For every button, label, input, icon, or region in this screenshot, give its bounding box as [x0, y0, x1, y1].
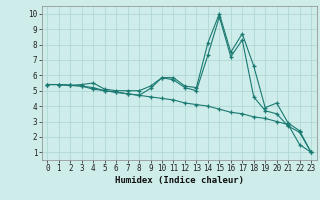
X-axis label: Humidex (Indice chaleur): Humidex (Indice chaleur) [115, 176, 244, 185]
